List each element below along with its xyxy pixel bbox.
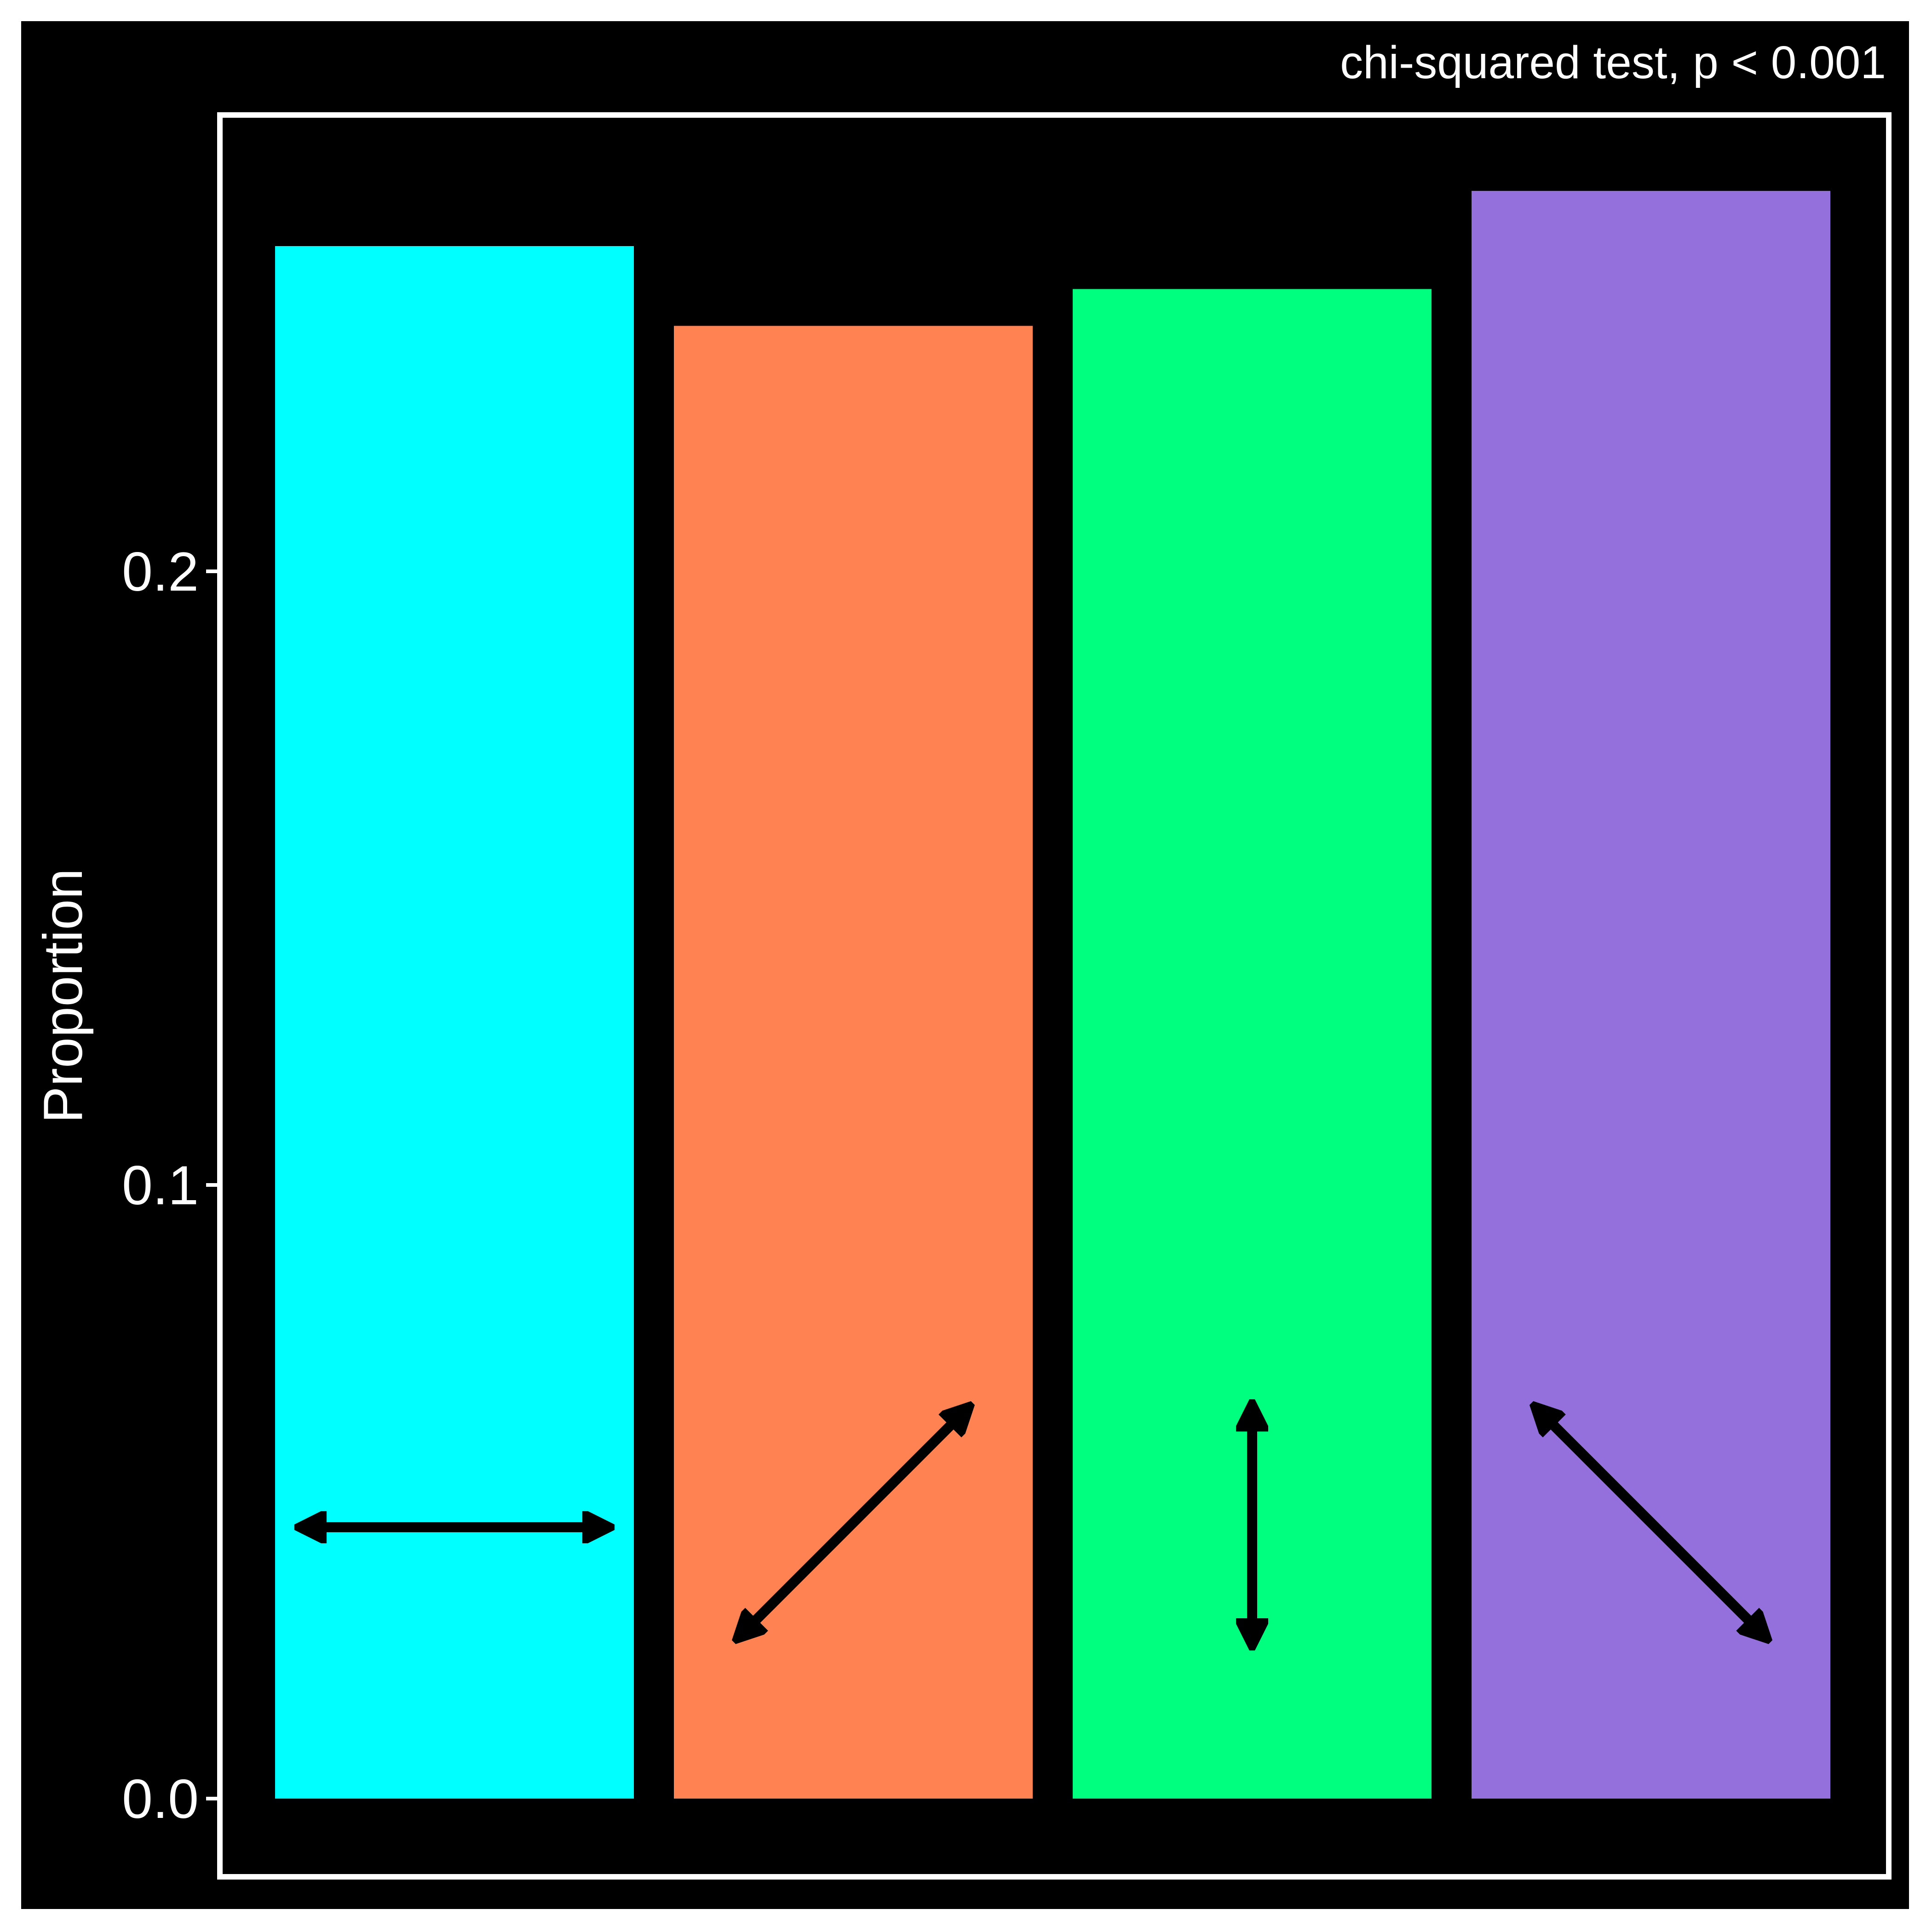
bar-diagonal-up [674, 326, 1033, 1799]
bars-group [275, 190, 1830, 1799]
test-annotation: chi-squared test, p < 0.001 [1340, 37, 1886, 88]
plot-panel-border [217, 112, 1892, 1880]
double-arrow-diagonal-up-icon [743, 1412, 964, 1633]
y-tick-label: 0.2 [122, 541, 199, 603]
y-axis-label: Proportion [32, 868, 94, 1123]
bar-icons-group [307, 1412, 1761, 1638]
double-arrow-diagonal-down-icon [1541, 1412, 1761, 1633]
bar-horizontal [275, 246, 634, 1799]
y-tick-label: 0.0 [122, 1768, 199, 1830]
bar-diagonal-down [1472, 190, 1830, 1799]
y-tick-label: 0.1 [122, 1155, 199, 1216]
y-axis: 0.0 0.1 0.2 [122, 541, 217, 1830]
